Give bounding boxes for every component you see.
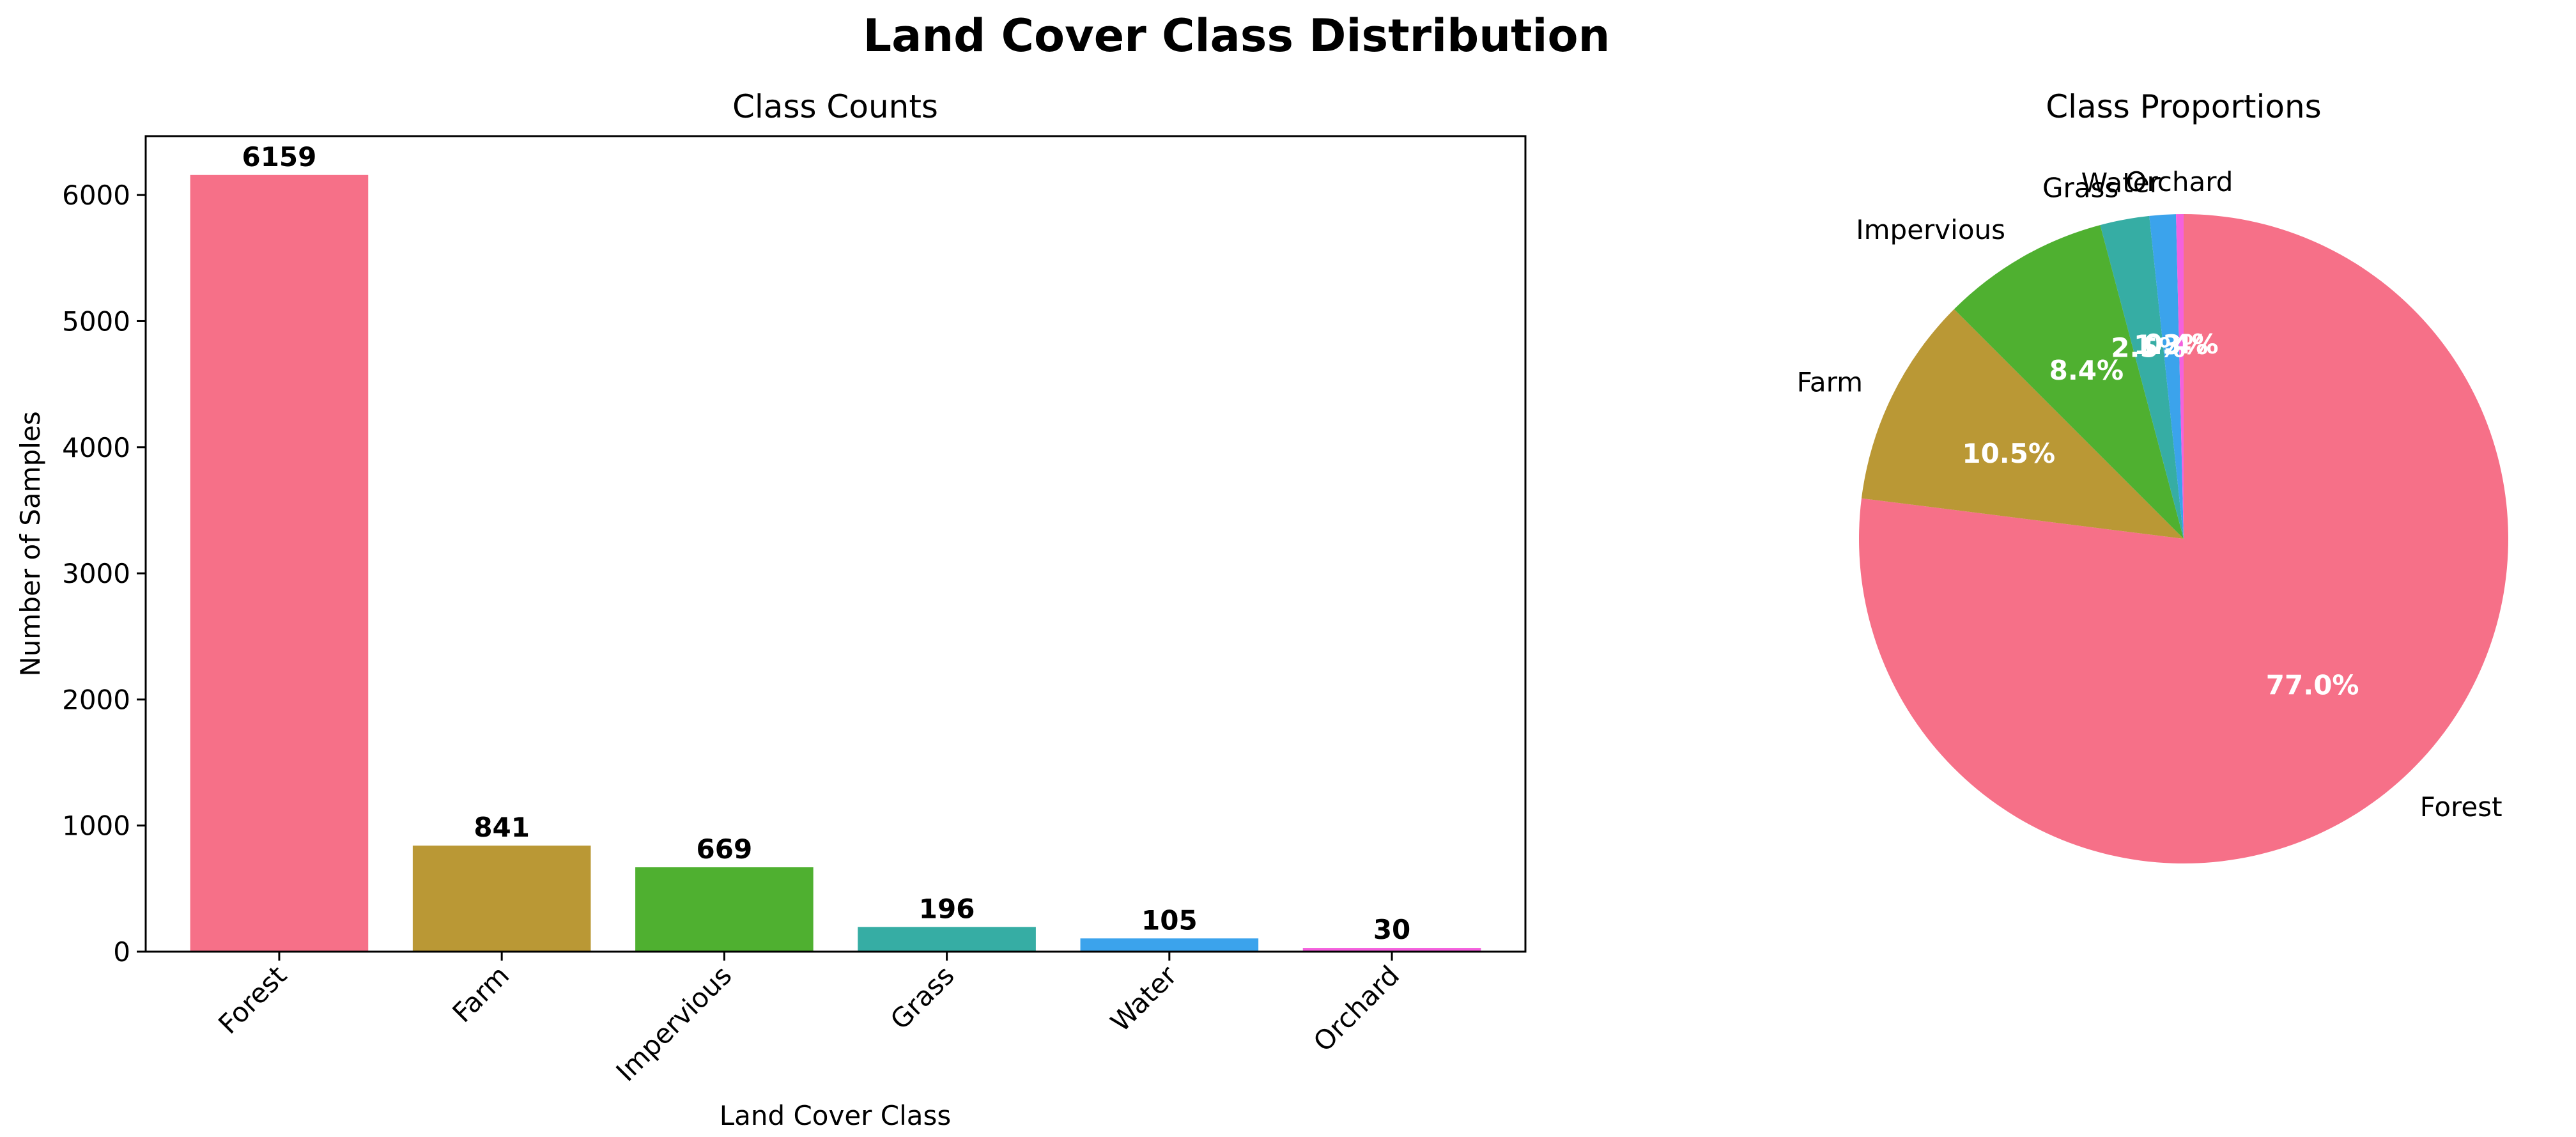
y-tick-label-4000: 4000 — [62, 432, 130, 463]
y-tick-label-6000: 6000 — [62, 180, 130, 211]
pie-percent-farm: 10.5% — [1962, 438, 2055, 469]
pie-slice-grass — [2100, 215, 2184, 539]
x-tick-label-impervious: Impervious — [610, 959, 737, 1087]
bar-axes-frame — [144, 135, 1527, 953]
x-tick-label-orchard: Orchard — [1307, 959, 1405, 1057]
pie-slice-impervious — [1954, 225, 2184, 539]
pie-percent-impervious: 8.4% — [2049, 355, 2124, 386]
figure-suptitle: Land Cover Class Distribution — [863, 10, 1610, 62]
pie-slice-farm — [1861, 309, 2184, 539]
bar-value-label-forest: 6159 — [242, 141, 316, 173]
pie-area: Forest 77.0% Farm 10.5% Impervious 8.4% Grass 2… — [1797, 166, 2508, 864]
bar-water — [1080, 938, 1259, 952]
bar-value-label-impervious: 669 — [697, 833, 753, 865]
pie-slice-forest — [1859, 214, 2508, 864]
pie-label-impervious: Impervious — [1856, 214, 2005, 245]
bar-value-label-farm: 841 — [474, 812, 530, 843]
pie-chart-title: Class Proportions — [2046, 88, 2321, 125]
x-tick-label-farm: Farm — [446, 959, 515, 1028]
bar-plot-area: 6159 841 669 196 105 30 — [190, 141, 1481, 952]
bar-impervious — [635, 867, 814, 952]
y-tick-label-5000: 5000 — [62, 306, 130, 337]
bar-forest — [190, 174, 369, 952]
bar-grass — [858, 927, 1036, 952]
pie-label-grass: Grass — [2042, 173, 2118, 204]
pie-percent-forest: 77.0% — [2266, 670, 2359, 701]
bar-value-label-grass: 196 — [919, 893, 975, 924]
x-tick-label-grass: Grass — [884, 959, 960, 1035]
pie-label-water: Water — [2081, 167, 2161, 198]
pie-percent-orchard: 0.4% — [2144, 329, 2218, 360]
y-tick-label-0: 0 — [113, 936, 130, 968]
y-tick-label-2000: 2000 — [62, 684, 130, 715]
pie-percent-water: 1.3% — [2134, 329, 2208, 360]
bar-chart-title: Class Counts — [732, 88, 938, 125]
bar-x-axis-label: Land Cover Class — [720, 1100, 952, 1131]
pie-label-forest: Forest — [2420, 791, 2503, 823]
pie-slice-orchard — [2176, 214, 2184, 539]
pie-label-farm: Farm — [1797, 366, 1863, 398]
x-tick-label-water: Water — [1104, 959, 1183, 1038]
bar-value-label-water: 105 — [1141, 904, 1198, 936]
pie-label-orchard: Orchard — [2125, 166, 2233, 197]
y-tick-label-3000: 3000 — [62, 558, 130, 589]
bar-chart: Class Counts 6159 841 669 196 105 30 0 1000 200… — [15, 88, 1527, 1131]
bar-orchard — [1302, 948, 1481, 952]
x-tick-label-forest: Forest — [212, 959, 293, 1040]
bar-x-axis: Forest Farm Impervious Grass Water Orchard — [212, 952, 1405, 1087]
bar-y-axis: 0 1000 2000 3000 4000 5000 6000 — [62, 180, 146, 968]
pie-chart: Class Proportions Forest 77.0% Farm 10.5% Im… — [1797, 88, 2508, 864]
bar-y-axis-label: Number of Samples — [15, 411, 46, 676]
bar-farm — [412, 846, 591, 952]
pie-percent-grass: 2.5% — [2111, 332, 2185, 363]
bar-value-label-orchard: 30 — [1373, 914, 1410, 945]
pie-slice-water — [2149, 214, 2184, 539]
y-tick-label-1000: 1000 — [62, 810, 130, 842]
